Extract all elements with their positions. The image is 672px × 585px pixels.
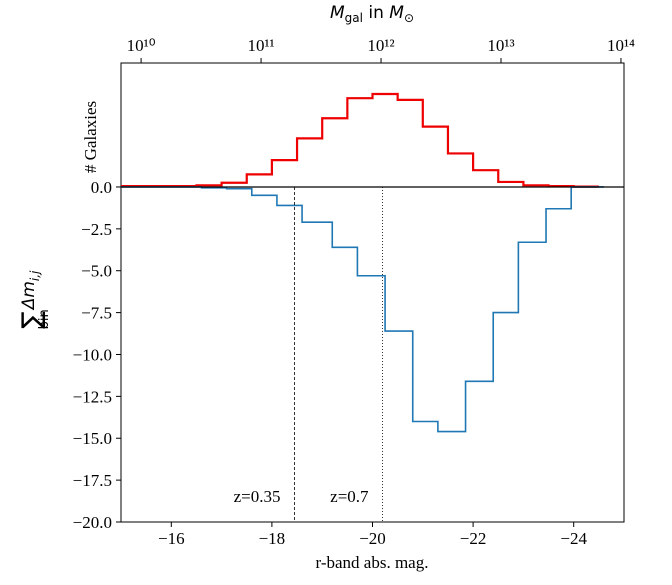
- z-label: z=0.35: [234, 487, 281, 506]
- y-tick-label: −15.0: [73, 429, 112, 448]
- y-tick-label: −7.5: [81, 304, 112, 323]
- top-tick-label: 10¹³: [487, 36, 514, 55]
- top-label: Mgal in M⊙: [330, 3, 414, 25]
- top-label-part: M: [389, 3, 404, 23]
- step-line: [121, 92, 599, 188]
- top-label-part: M: [330, 3, 345, 23]
- top-tick-label: 10¹²: [367, 36, 394, 55]
- plot-frame: [120, 62, 625, 523]
- x-label: r-band abs. mag.: [316, 553, 429, 572]
- top-tick-label: 10¹⁰: [127, 36, 156, 55]
- x-tick-label: −24: [560, 529, 587, 548]
- top-label-part: in: [363, 3, 389, 23]
- y-label: ∑binΔmi,j: [17, 270, 52, 329]
- y-tick-label: −2.5: [81, 220, 112, 239]
- x-tick-label: −20: [359, 529, 386, 548]
- y-tick-label: −20.0: [73, 513, 112, 532]
- galaxies-label: # Galaxies: [81, 101, 100, 173]
- top-tick-label: 10¹⁴: [607, 36, 635, 55]
- y-label-part: Δm: [19, 281, 39, 311]
- top-label-part: ⊙: [404, 11, 414, 25]
- y-label-part: ∑: [17, 311, 47, 329]
- x-tick-label: −22: [460, 529, 487, 548]
- y-tick-label: −17.5: [73, 471, 112, 490]
- y-tick-label: 0.0: [91, 178, 112, 197]
- y-label-part: bin: [37, 309, 52, 329]
- y-tick-label: −10.0: [73, 345, 112, 364]
- y-tick-label: −12.5: [73, 387, 112, 406]
- step-line: [121, 186, 604, 433]
- y-label-part: i,j: [28, 270, 42, 281]
- x-tick-label: −18: [259, 529, 286, 548]
- z-label: z=0.7: [330, 487, 369, 506]
- top-tick-label: 10¹¹: [247, 36, 274, 55]
- y-tick-label: −5.0: [81, 262, 112, 281]
- x-tick-label: −16: [158, 529, 185, 548]
- top-label-part: gal: [345, 11, 363, 25]
